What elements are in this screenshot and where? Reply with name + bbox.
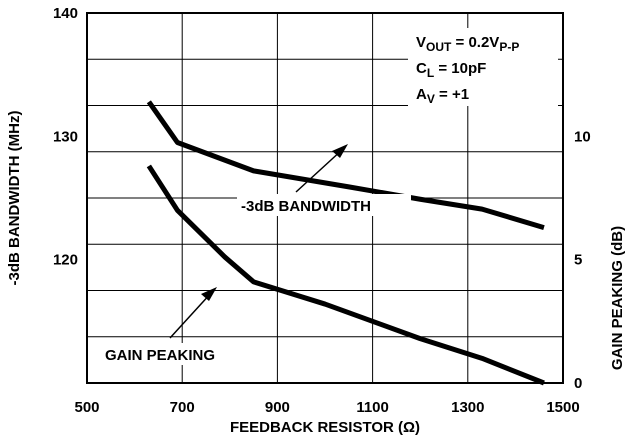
x-tick-label: 1500 [546, 399, 579, 416]
y-tick-labels-right: 0 5 10 [574, 128, 591, 392]
bandwidth-line [146, 100, 545, 230]
conditions-box [408, 28, 558, 106]
plot-frame [86, 12, 564, 384]
y-tick-label-right: 5 [574, 252, 582, 269]
y-tick-label-left: 140 [53, 5, 78, 22]
x-tick-labels: 500 700 900 1100 1300 1500 [74, 399, 579, 416]
condition-vout: VOUT = 0.2VP-P [416, 34, 519, 54]
peaking-annotation: GAIN PEAKING [105, 347, 215, 364]
x-tick-label: 700 [170, 399, 195, 416]
y-tick-label-left: 120 [53, 252, 78, 269]
y-tick-label-right: 0 [574, 375, 582, 392]
condition-cl: CL = 10pF [416, 60, 486, 80]
y-axis-title-left: -3dB BANDWIDTH (MHz) [6, 111, 23, 286]
series-group [146, 100, 545, 386]
y-tick-label-right: 10 [574, 128, 591, 145]
y-tick-labels-left: 120 130 140 [53, 5, 78, 269]
x-axis-title: FEEDBACK RESISTOR (Ω) [230, 419, 420, 436]
grid [87, 13, 563, 383]
gain-peaking-line [146, 164, 545, 386]
x-tick-label: 500 [74, 399, 99, 416]
bandwidth-arrow-head [332, 144, 348, 158]
condition-av: AV = +1 [416, 86, 469, 106]
x-tick-label: 1300 [451, 399, 484, 416]
bandwidth-arrow-line [295, 148, 344, 193]
y-axis-title-right: GAIN PEAKING (dB) [609, 226, 626, 370]
peaking-arrow-head [201, 287, 217, 301]
bandwidth-annotation: -3dB BANDWIDTH [241, 198, 371, 215]
peaking-label-bg [100, 343, 246, 365]
peaking-arrow-line [169, 291, 213, 339]
x-tick-label: 1100 [356, 399, 389, 416]
y-tick-label-left: 130 [53, 128, 78, 145]
bandwidth-label-bg [237, 194, 411, 216]
x-tick-label: 900 [265, 399, 290, 416]
